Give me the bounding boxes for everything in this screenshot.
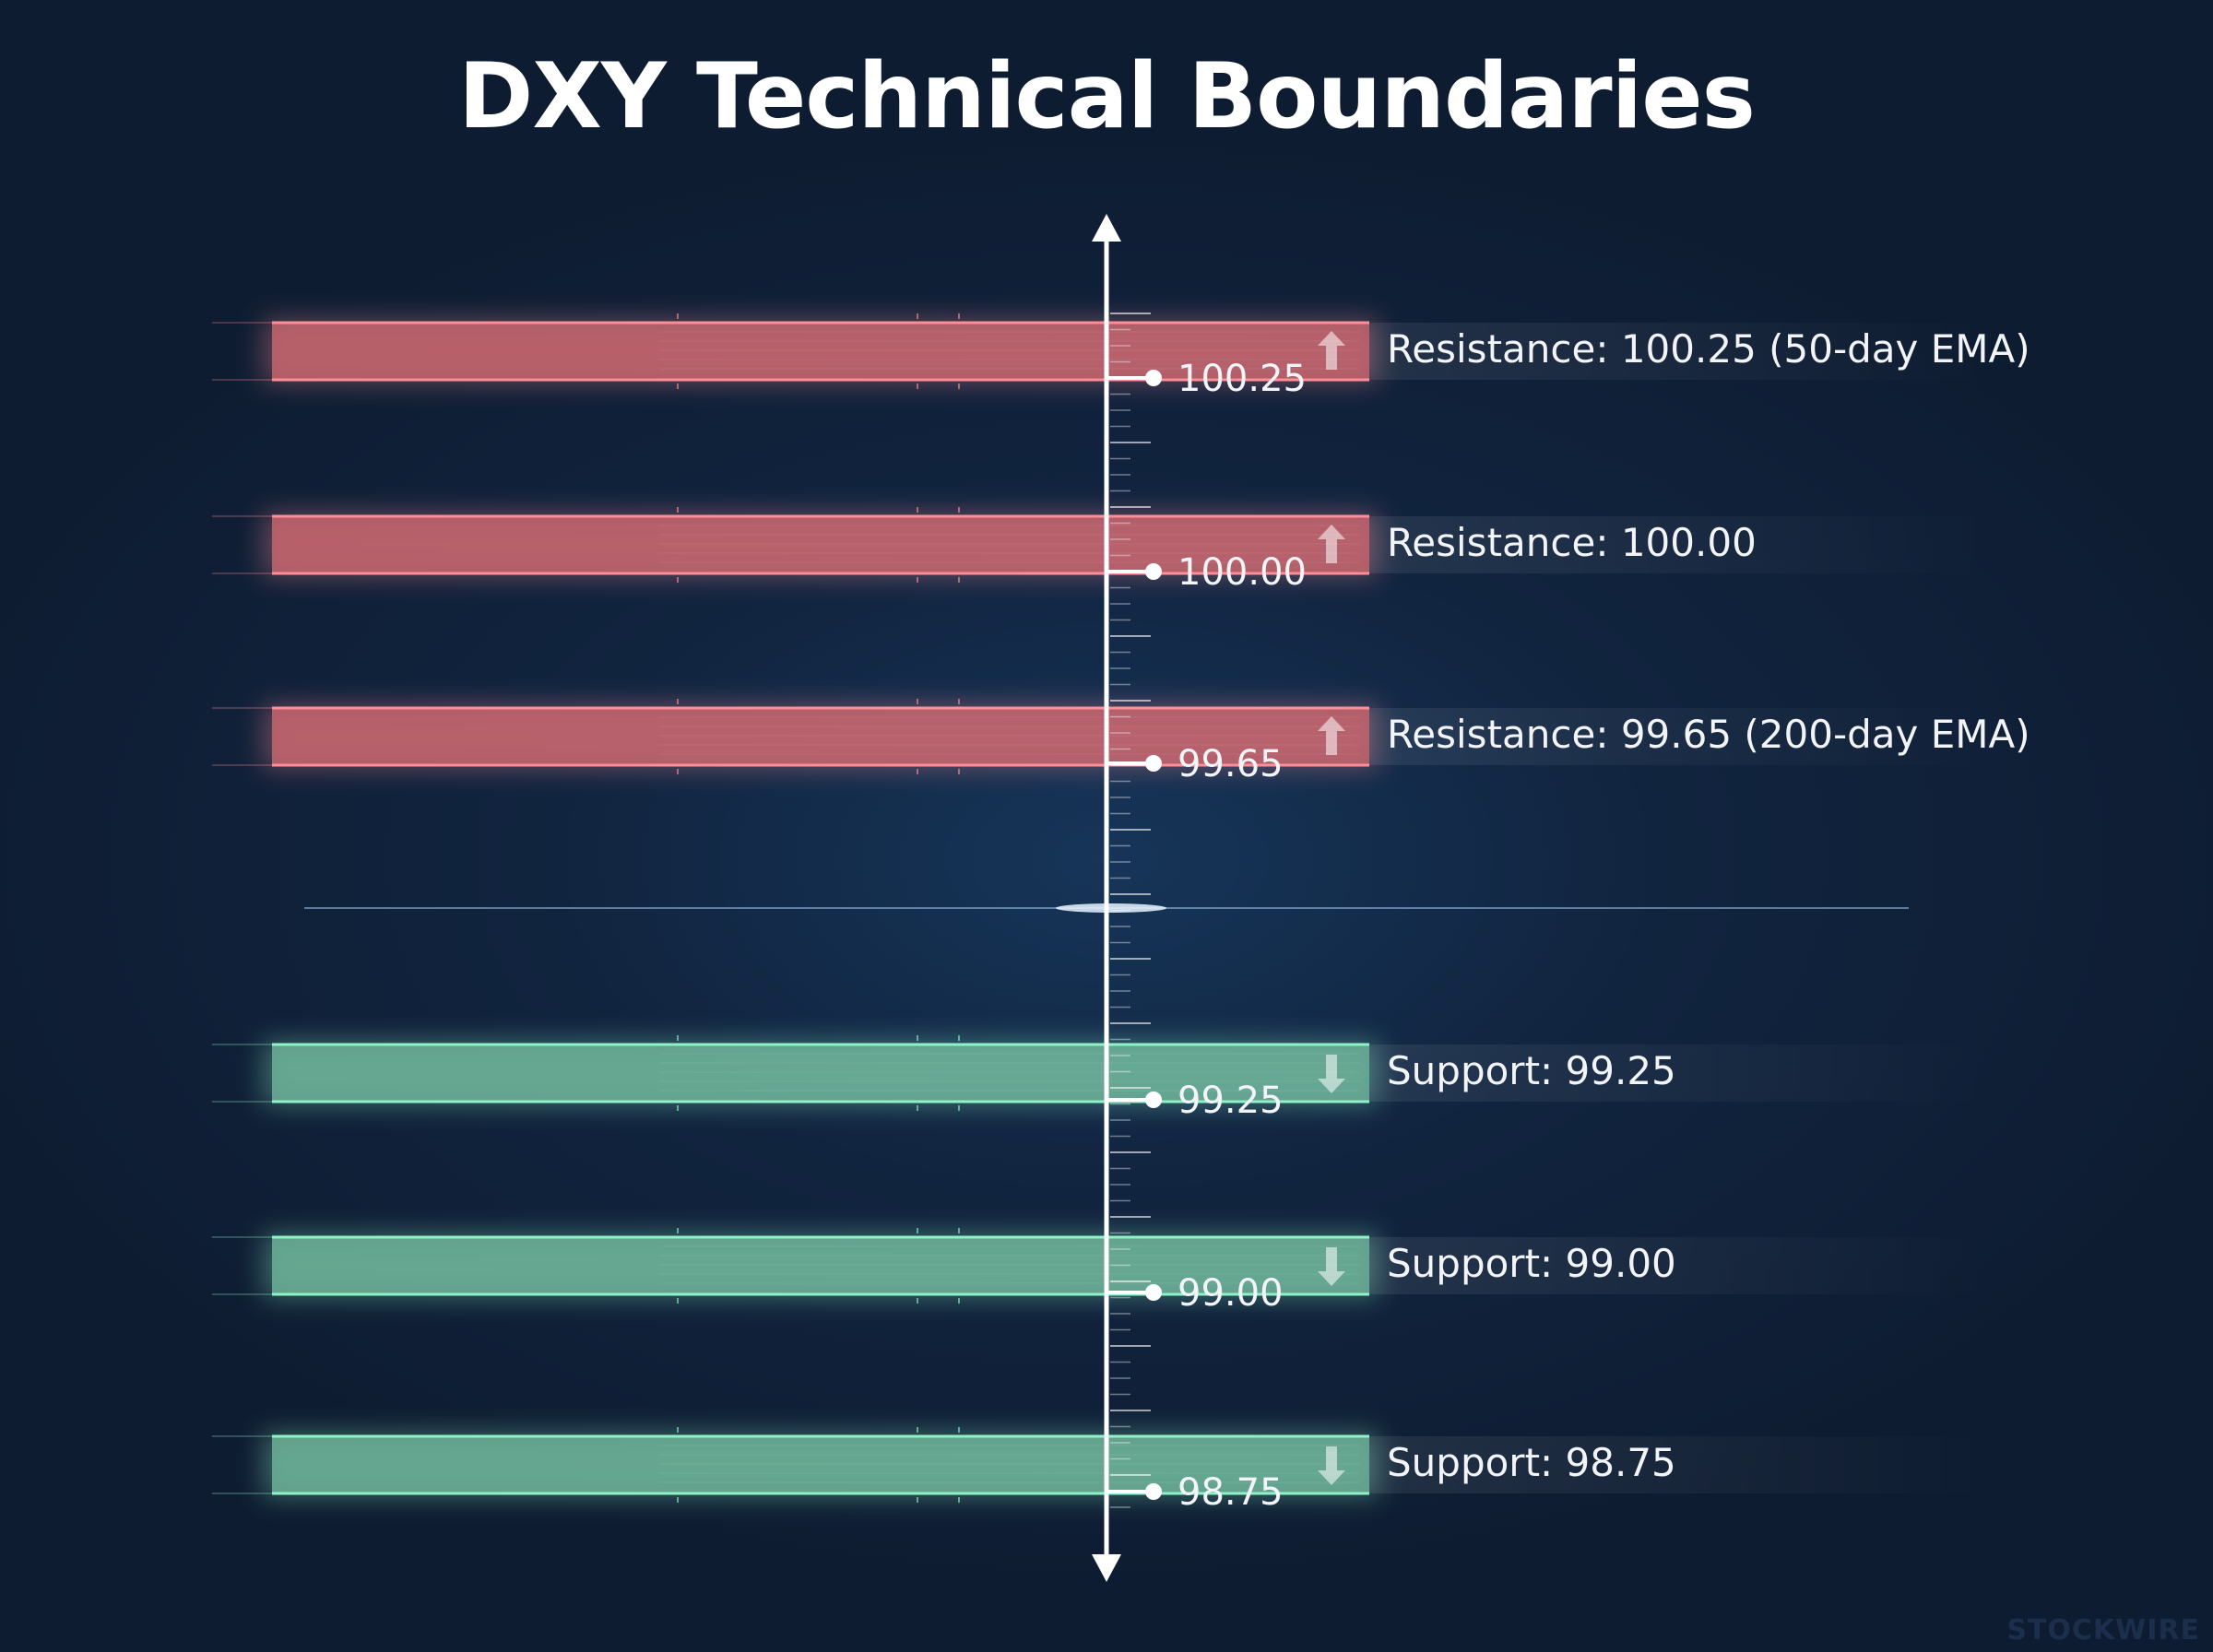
- level-label-backdrop: [1369, 708, 1992, 765]
- level-label-resistance: Resistance: 100.25 (50-day EMA): [1387, 326, 2030, 372]
- arrow-up-icon: [1318, 525, 1345, 563]
- arrow-up-icon: [1318, 331, 1345, 370]
- arrow-up-shape: [1318, 716, 1345, 755]
- level-tick-dot: [1145, 370, 1162, 386]
- chart-title: DXY Technical Boundaries: [458, 44, 1756, 149]
- arrow-down-shape: [1318, 1446, 1345, 1485]
- tick-label: 99.65: [1178, 743, 1284, 785]
- tick-label: 100.00: [1178, 551, 1307, 594]
- level-band: [272, 708, 1369, 765]
- arrow-up-shape: [1318, 331, 1345, 370]
- price-axis: [1092, 214, 1151, 1582]
- level-band: [272, 323, 1369, 380]
- watermark: STOCKWIRE: [2006, 1614, 2200, 1646]
- arrow-up-shape: [1318, 525, 1345, 563]
- arrow-down-icon: [1318, 1247, 1345, 1286]
- level-tick-dot: [1145, 1483, 1162, 1500]
- level-markers: Resistance: 100.25 (50-day EMA) 100.25 Res…: [1106, 326, 2030, 1514]
- tick-label: 99.00: [1178, 1272, 1284, 1315]
- axis-arrow-down-icon: [1092, 1554, 1121, 1582]
- tick-label: 99.25: [1178, 1080, 1284, 1122]
- level-label-backdrop: [1369, 1044, 1992, 1102]
- arrow-down-shape: [1318, 1247, 1345, 1286]
- level-label-support: Support: 99.25: [1387, 1048, 1676, 1093]
- level-label-backdrop: [1369, 516, 1992, 573]
- level-row-resistance: [212, 699, 1992, 774]
- arrow-up-icon: [1318, 716, 1345, 755]
- level-row-support: [212, 1228, 1992, 1304]
- arrow-down-shape: [1318, 1055, 1345, 1093]
- level-label-support: Support: 98.75: [1387, 1440, 1676, 1485]
- level-band: [272, 516, 1369, 573]
- level-label-resistance: Resistance: 99.65 (200-day EMA): [1387, 712, 2030, 757]
- level-row-resistance: [212, 313, 1992, 389]
- tick-label: 98.75: [1178, 1471, 1284, 1514]
- level-band: [272, 1044, 1369, 1102]
- level-tick-dot: [1145, 755, 1162, 772]
- level-label-backdrop: [1369, 323, 1992, 380]
- level-label-support: Support: 99.00: [1387, 1241, 1676, 1286]
- level-row-resistance: [212, 507, 1992, 583]
- level-row-support: [212, 1427, 1992, 1503]
- level-tick-dot: [1145, 1092, 1162, 1108]
- level-label-resistance: Resistance: 100.00: [1387, 520, 1757, 565]
- level-band: [272, 1436, 1369, 1493]
- level-bands: [212, 313, 1992, 1503]
- arrow-down-icon: [1318, 1055, 1345, 1093]
- level-row-support: [212, 1035, 1992, 1111]
- level-label-backdrop: [1369, 1237, 1992, 1294]
- level-band: [272, 1237, 1369, 1294]
- tick-label: 100.25: [1178, 358, 1307, 400]
- arrow-down-icon: [1318, 1446, 1345, 1485]
- level-tick-dot: [1145, 1284, 1162, 1301]
- level-label-backdrop: [1369, 1436, 1992, 1493]
- level-tick-dot: [1145, 563, 1162, 580]
- axis-arrow-up-icon: [1092, 214, 1121, 242]
